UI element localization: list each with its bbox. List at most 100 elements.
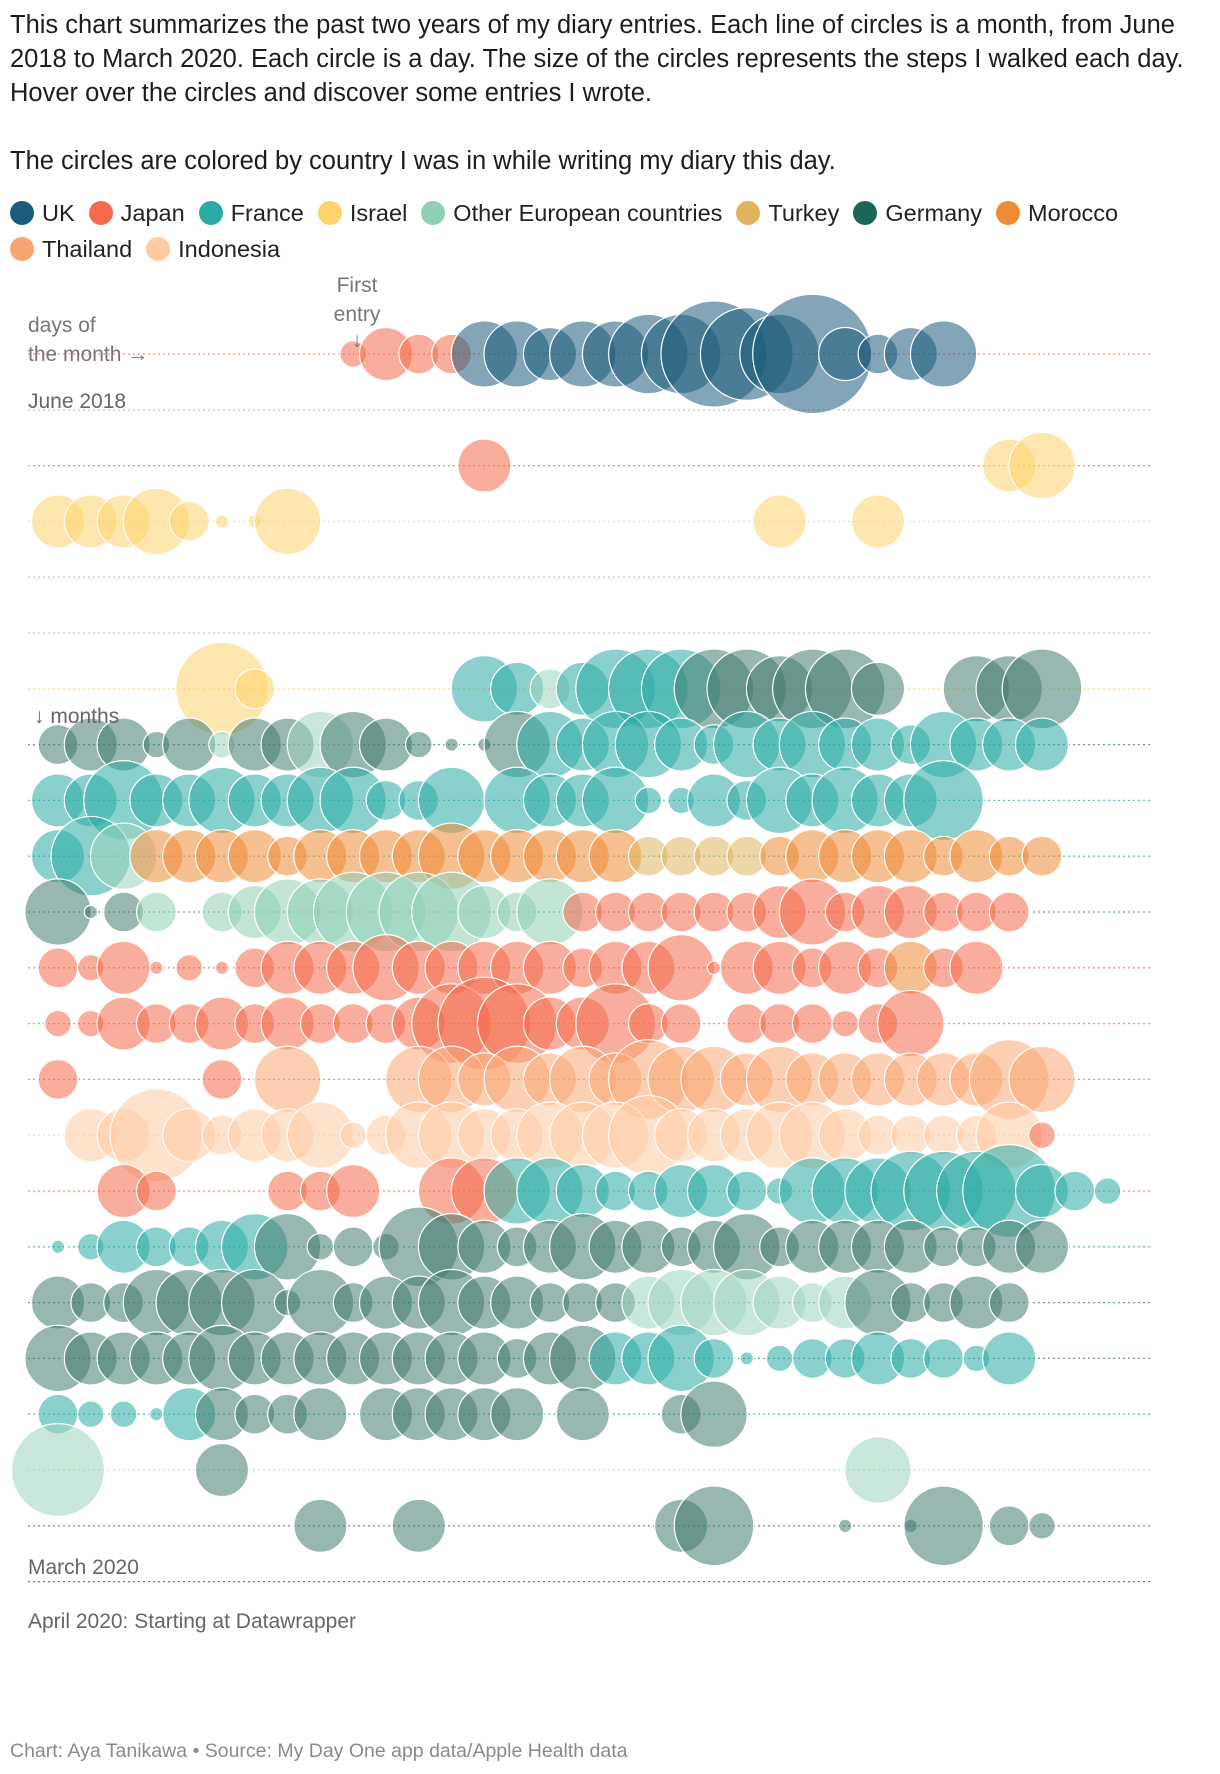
day-circle <box>739 1351 755 1366</box>
day-circle <box>982 1331 1037 1386</box>
day-circle <box>457 438 512 493</box>
legend-label: Israel <box>349 199 408 226</box>
day-circle <box>214 514 230 529</box>
legend: UK Japan France Israel Other European countr… <box>10 198 1210 264</box>
day-circle <box>706 960 722 976</box>
legend-label: Indonesia <box>178 235 281 262</box>
day-circle <box>1001 648 1083 730</box>
legend-item-morocco: Morocco <box>996 198 1118 228</box>
day-circle <box>850 661 906 716</box>
intro-paragraph-2: The circles are colored by country I was… <box>10 147 836 175</box>
day-circle <box>293 1387 348 1442</box>
day-circle <box>765 1344 794 1373</box>
day-circle <box>634 786 663 815</box>
day-circle <box>490 1387 545 1442</box>
day-circle <box>194 1442 250 1498</box>
day-circle <box>10 1422 106 1518</box>
day-circle <box>1093 1177 1122 1205</box>
day-circle <box>903 1485 984 1567</box>
day-circle <box>850 494 906 549</box>
day-circle <box>903 760 984 841</box>
legend-swatch <box>736 201 761 225</box>
day-circle <box>555 1387 610 1442</box>
day-circle <box>214 960 230 976</box>
day-circle <box>1014 1219 1070 1274</box>
legend-label: Turkey <box>768 199 840 226</box>
day-circle <box>673 1485 755 1567</box>
day-circle <box>149 1406 164 1422</box>
day-circle <box>831 1009 860 1038</box>
day-circle <box>168 500 210 542</box>
legend-swatch <box>146 237 171 261</box>
legend-swatch <box>996 201 1020 225</box>
day-circle <box>149 960 164 976</box>
legend-item-france: France <box>198 198 304 228</box>
day-circle <box>1008 431 1076 500</box>
months-axis-label: ↓ months <box>34 705 119 728</box>
legend-label: Other European countries <box>453 199 723 226</box>
day-circle <box>391 1498 446 1553</box>
intro-text: This chart summarizes the past two years… <box>10 8 1210 178</box>
day-circle <box>96 940 151 995</box>
legend-item-uk: UK <box>10 198 75 228</box>
first-entry-arrow: ↓ <box>352 329 363 352</box>
days-of-month-label-line1: days of <box>28 314 96 337</box>
legend-item-germany: Germany <box>853 198 982 228</box>
day-circle <box>844 1436 912 1504</box>
legend-label: France <box>230 199 304 226</box>
day-circle <box>50 1239 66 1255</box>
day-circle <box>1054 1170 1096 1212</box>
legend-swatch <box>198 201 223 225</box>
day-circle <box>909 320 978 388</box>
legend-swatch <box>421 201 446 225</box>
days-of-month-label-line2: the month → <box>28 343 148 366</box>
day-circle <box>444 737 459 752</box>
day-circle <box>988 891 1030 933</box>
day-circle <box>680 1380 748 1448</box>
day-circle <box>693 1337 735 1379</box>
dot-chart: days of the month → First entry ↓ June 2018 ↓ … <box>10 274 1150 1633</box>
day-circle <box>44 1009 72 1038</box>
day-circle <box>162 717 217 772</box>
first-entry-label-line1: First <box>337 274 378 297</box>
day-circle <box>253 487 322 556</box>
legend-swatch <box>853 201 878 225</box>
day-circle <box>988 1282 1030 1324</box>
first-entry-label-line2: entry <box>334 303 381 326</box>
after-label: April 2020: Starting at Datawrapper <box>28 1610 356 1633</box>
start-month-label: June 2018 <box>28 390 126 413</box>
legend-item-thailand: Thailand <box>10 234 132 264</box>
day-circle <box>253 1045 322 1114</box>
legend-swatch <box>317 201 342 225</box>
day-circle <box>109 1400 138 1429</box>
end-month-label: March 2020 <box>28 1556 139 1579</box>
day-circle <box>201 1058 243 1100</box>
day-circle <box>1021 835 1063 877</box>
day-circle <box>135 891 177 933</box>
day-circle <box>1028 1511 1056 1540</box>
day-circle <box>752 494 807 549</box>
day-circle <box>660 1003 702 1045</box>
day-circle <box>37 1058 79 1100</box>
day-circle <box>358 717 414 772</box>
day-circle <box>837 1518 853 1534</box>
day-circle <box>404 730 433 759</box>
day-circle <box>1028 1121 1056 1150</box>
day-circle <box>135 1170 177 1212</box>
day-circle <box>988 1505 1030 1547</box>
day-circle <box>76 1400 105 1429</box>
day-circle <box>293 1498 348 1553</box>
day-circle <box>647 934 715 1002</box>
legend-label: UK <box>42 199 75 226</box>
legend-item-indonesia: Indonesia <box>146 234 280 264</box>
legend-item-israel: Israel <box>317 198 408 228</box>
legend-label: Germany <box>885 199 982 226</box>
day-circle <box>83 904 99 920</box>
day-circle <box>949 940 1004 995</box>
day-circle <box>339 1121 368 1150</box>
day-circle <box>326 1163 381 1219</box>
legend-swatch <box>88 201 113 225</box>
legend-item-other-european-countries: Other European countries <box>421 198 722 228</box>
legend-swatch <box>10 201 34 225</box>
legend-label: Thailand <box>42 235 133 262</box>
